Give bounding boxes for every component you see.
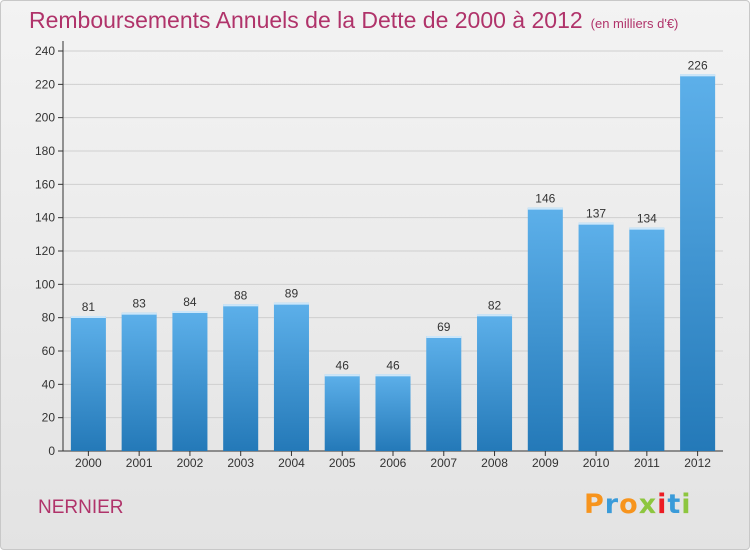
bar-highlight <box>680 74 716 77</box>
proxiti-logo: Proxiti <box>584 489 692 520</box>
data-label: 134 <box>637 212 657 226</box>
y-tick-label: 160 <box>35 177 55 191</box>
bar <box>324 374 360 451</box>
x-tick-label: 2009 <box>532 456 559 470</box>
x-tick-label: 2005 <box>329 456 356 470</box>
y-tick-label: 40 <box>42 377 56 391</box>
bar <box>172 311 208 451</box>
y-tick-label: 220 <box>35 77 55 91</box>
bar <box>578 222 614 451</box>
x-tick-label: 2010 <box>583 456 610 470</box>
data-label: 46 <box>336 358 350 372</box>
x-tick-label: 2006 <box>380 456 407 470</box>
y-tick-label: 20 <box>42 411 56 425</box>
bar-highlight <box>629 227 665 230</box>
bar-highlight <box>375 374 411 377</box>
logo-letter: i <box>681 489 692 520</box>
x-tick-label: 2002 <box>177 456 204 470</box>
x-tick-label: 2007 <box>430 456 457 470</box>
data-label: 46 <box>386 358 400 372</box>
x-tick-label: 2000 <box>75 456 102 470</box>
y-tick-label: 180 <box>35 144 55 158</box>
bar-highlight <box>578 222 614 225</box>
logo-letter: P <box>584 489 605 520</box>
data-label: 82 <box>488 298 502 312</box>
bar-highlight <box>324 374 360 377</box>
x-tick-label: 2001 <box>126 456 153 470</box>
title-text: Remboursements Annuels de la Dette de 20… <box>29 7 583 33</box>
x-tick-label: 2004 <box>278 456 305 470</box>
bar <box>223 304 259 451</box>
bar <box>70 316 106 451</box>
bar <box>527 207 563 451</box>
data-label: 88 <box>234 288 248 302</box>
y-tick-label: 60 <box>42 344 56 358</box>
data-label: 226 <box>688 58 708 72</box>
logo-letter: t <box>667 489 682 520</box>
bar-highlight <box>527 207 563 210</box>
data-label: 84 <box>183 295 197 309</box>
bar <box>273 302 309 451</box>
data-label: 83 <box>132 297 146 311</box>
commune-name: NERNIER <box>38 497 124 518</box>
unit-note: (en milliers d'€) <box>590 16 679 31</box>
x-tick-label: 2008 <box>481 456 508 470</box>
bar <box>375 374 411 451</box>
bar-highlight <box>70 316 106 318</box>
data-label: 146 <box>535 192 555 206</box>
y-tick-label: 120 <box>35 244 55 258</box>
bar <box>629 227 665 451</box>
bar-highlight <box>121 312 157 315</box>
bar <box>680 74 716 451</box>
data-label: 81 <box>82 300 96 314</box>
logo-letter: o <box>619 489 639 520</box>
bar <box>426 336 462 451</box>
data-label: 89 <box>285 287 299 301</box>
y-tick-label: 200 <box>35 111 55 125</box>
y-tick-label: 0 <box>48 444 55 458</box>
bar <box>477 314 513 451</box>
bar-highlight <box>223 304 259 307</box>
data-label: 69 <box>437 320 451 334</box>
y-tick-label: 240 <box>35 44 55 58</box>
logo-letter: i <box>657 489 668 520</box>
logo-letter: r <box>604 489 620 520</box>
bar-highlight <box>426 336 462 338</box>
x-tick-label: 2003 <box>227 456 254 470</box>
labels: 0 20 40 60 80 100 120 140 160 180 200 220 240 81 2000 8… <box>35 44 711 470</box>
x-tick-label: 2011 <box>634 456 660 470</box>
bar-highlight <box>477 314 513 317</box>
logo-letter: x <box>638 489 658 520</box>
bar <box>121 312 157 451</box>
bar-highlight <box>172 311 208 313</box>
chart-title: Remboursements Annuels de la Dette de 20… <box>29 7 678 34</box>
y-tick-label: 80 <box>42 311 56 325</box>
data-label: 137 <box>586 207 606 221</box>
bar-highlight <box>273 302 309 305</box>
bars <box>70 74 716 451</box>
y-tick-label: 100 <box>35 277 55 291</box>
x-tick-label: 2012 <box>684 456 711 470</box>
y-tick-label: 140 <box>35 211 55 225</box>
